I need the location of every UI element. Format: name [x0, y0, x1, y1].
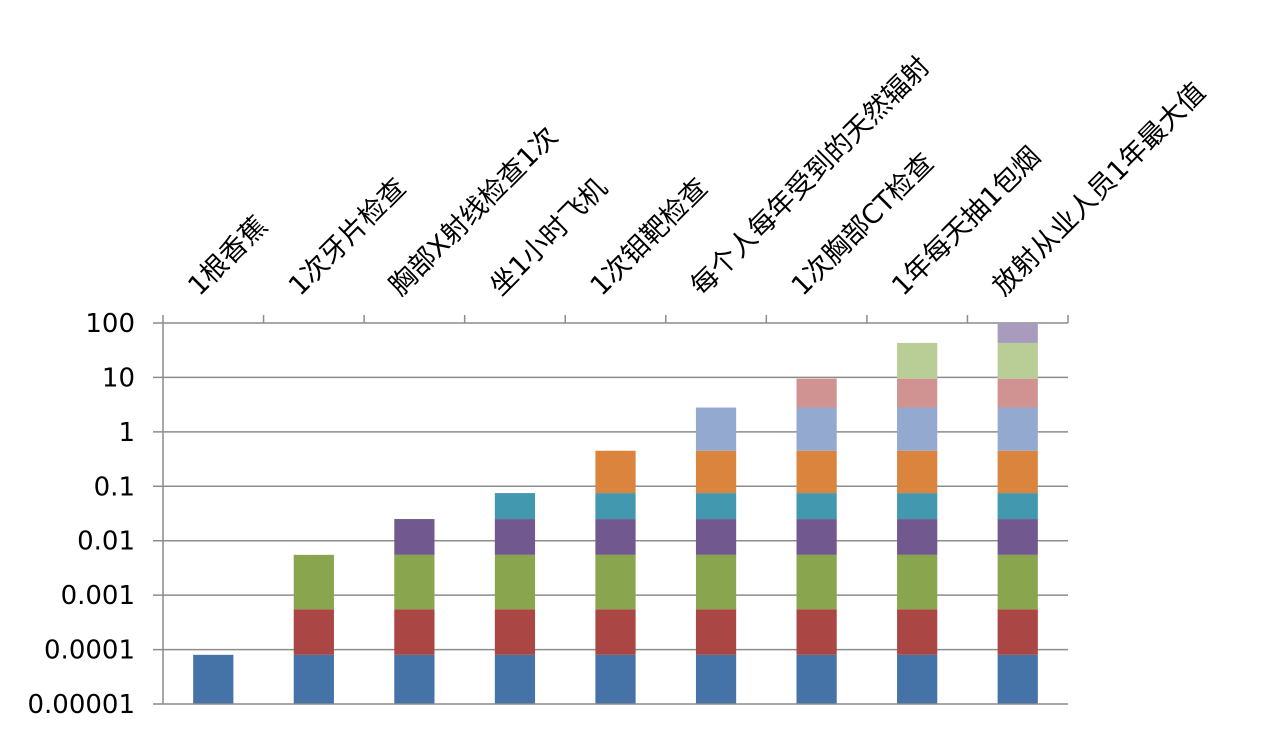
- bar-segment: [997, 323, 1038, 343]
- y-tick-label: 0.1: [94, 472, 135, 502]
- bar-segment: [293, 554, 334, 610]
- category-label: 1根香蕉: [182, 211, 273, 302]
- category-label: 胸部X射线检查1次: [383, 121, 564, 302]
- bar-segment: [997, 450, 1038, 494]
- bar-segment: [494, 554, 536, 610]
- bar-segment: [796, 378, 837, 408]
- bar-segment: [494, 493, 536, 520]
- bar-segment: [695, 407, 737, 451]
- bar-segment: [997, 378, 1038, 408]
- y-tick-label: 0.01: [77, 527, 135, 557]
- bar-segment: [394, 609, 435, 655]
- bar-segment: [897, 450, 938, 494]
- y-tick-label: 0.00001: [27, 690, 135, 720]
- bar-segment: [695, 609, 737, 655]
- bar-segment: [394, 654, 435, 704]
- bars: [193, 323, 1038, 704]
- bar-segment: [997, 609, 1038, 655]
- bar-segment: [796, 554, 837, 610]
- bar-segment: [897, 519, 938, 555]
- bar-segment: [997, 654, 1038, 704]
- y-tick-label: 100: [85, 309, 135, 339]
- bar-segment: [595, 519, 636, 555]
- bar-segment: [796, 654, 837, 704]
- bar-segment: [494, 654, 536, 704]
- y-tick-label: 1: [118, 418, 135, 448]
- bar-segment: [897, 407, 938, 451]
- bar-segment: [997, 493, 1038, 520]
- bar-segment: [595, 654, 636, 704]
- bar-segment: [595, 554, 636, 610]
- bar-segment: [394, 554, 435, 610]
- bar-segment: [595, 493, 636, 520]
- bar-segment: [695, 450, 737, 494]
- bar-segment: [695, 554, 737, 610]
- bar-segment: [997, 519, 1038, 555]
- bar-segment: [595, 609, 636, 655]
- bar-segment: [695, 519, 737, 555]
- bar-segment: [394, 519, 435, 555]
- bar-segment: [796, 450, 837, 494]
- bar-segment: [796, 609, 837, 655]
- bar-segment: [997, 342, 1038, 379]
- bar-segment: [897, 554, 938, 610]
- bar-segment: [293, 609, 334, 655]
- bar-segment: [997, 407, 1038, 451]
- bar-segment: [897, 378, 938, 408]
- bar-segment: [897, 493, 938, 520]
- bar-segment: [897, 654, 938, 704]
- y-tick-label: 0.0001: [44, 636, 135, 666]
- bar-segment: [193, 654, 234, 704]
- axes: [153, 315, 1069, 705]
- y-tick-label: 0.001: [61, 581, 135, 611]
- bar-segment: [494, 519, 536, 555]
- y-tick-label: 10: [102, 363, 135, 393]
- bar-segment: [796, 407, 837, 451]
- bar-segment: [796, 493, 837, 520]
- bar-segment: [897, 342, 938, 379]
- bar-segment: [293, 654, 334, 704]
- bar-segment: [595, 450, 636, 494]
- bar-segment: [695, 493, 737, 520]
- bar-segment: [997, 554, 1038, 610]
- bar-segment: [796, 519, 837, 555]
- bar-segment: [494, 609, 536, 655]
- bar-segment: [897, 609, 938, 655]
- bar-segment: [695, 654, 737, 704]
